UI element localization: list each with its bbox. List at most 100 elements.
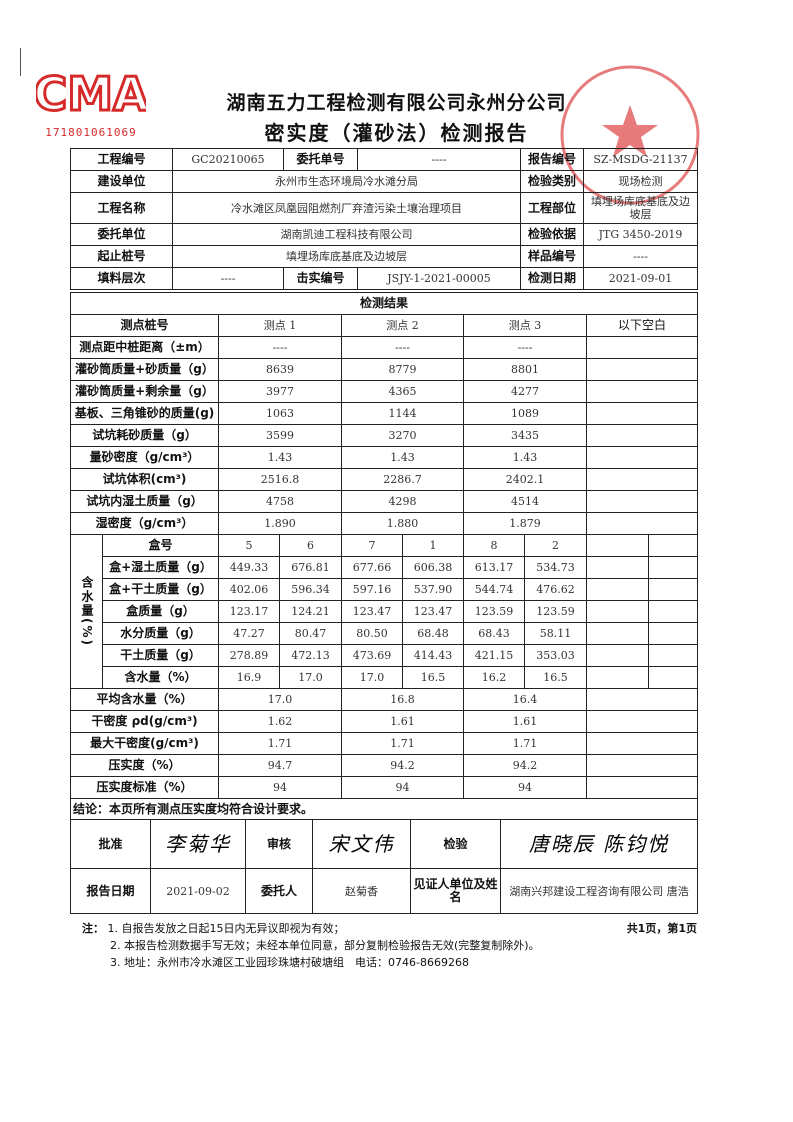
- row-label: 湿密度（g/cm³）: [70, 512, 219, 535]
- row-value: 94: [218, 776, 342, 799]
- row-value: 2: [524, 534, 587, 557]
- empty-cell: [585, 446, 699, 469]
- svg-text:CMA: CMA: [36, 67, 146, 121]
- builder-label: 建设单位: [70, 170, 173, 193]
- row-value: 123.17: [218, 600, 280, 623]
- row-value: 1089: [463, 402, 587, 425]
- compact-no: JSJY-1-2021-00005: [357, 267, 521, 290]
- row-value: 16.9: [218, 666, 280, 689]
- row-label: 试坑内湿土质量（g）: [70, 490, 219, 513]
- compact-no-label: 击实编号: [283, 267, 358, 290]
- row-value: 1144: [341, 402, 464, 425]
- data-row: 灌砂筒质量+砂质量（g） 8639 8779 8801: [70, 358, 699, 381]
- row-value: 1.71: [341, 732, 464, 755]
- row-value: 123.47: [402, 600, 464, 623]
- row-value: 2286.7: [341, 468, 464, 491]
- empty-cell: [647, 556, 699, 579]
- row-value: 402.06: [218, 578, 280, 601]
- report-date: 2021-09-02: [150, 868, 246, 914]
- empty-cell: [585, 512, 699, 535]
- svg-text:171801061069: 171801061069: [45, 126, 136, 139]
- row-value: 8779: [341, 358, 464, 381]
- empty-cell: [585, 358, 699, 381]
- row-value: 473.69: [341, 644, 403, 667]
- row-value: 68.43: [463, 622, 525, 645]
- row-label: 压实度标准（%）: [70, 776, 219, 799]
- moisture-label: 含水量(%): [70, 534, 103, 689]
- builder: 永州市生态环境局冷水滩分局: [172, 170, 521, 193]
- row-value: 353.03: [524, 644, 587, 667]
- row-value: 4758: [218, 490, 342, 513]
- row-value: 544.74: [463, 578, 525, 601]
- row-value: 2516.8: [218, 468, 342, 491]
- row-value: 80.47: [279, 622, 342, 645]
- test-date-label: 检测日期: [520, 267, 584, 290]
- moisture-row: 盒+干土质量（g） 402.06 596.34 597.16 537.90 544.74 4…: [71, 578, 699, 601]
- empty-cell: [586, 666, 649, 689]
- empty-cell: [585, 688, 699, 711]
- data-row: 湿密度（g/cm³） 1.890 1.880 1.879: [70, 512, 699, 535]
- row-value: 449.33: [218, 556, 280, 579]
- review-signature: 宋文伟: [312, 819, 411, 869]
- row-value: 1.879: [463, 512, 587, 535]
- row-value: 17.0: [279, 666, 342, 689]
- layer: ----: [172, 267, 284, 290]
- row-label: 干土质量（g）: [102, 644, 219, 667]
- signoff-table: 结论：本页所有测点压实度均符合设计要求。 批准 李菊华 审核 宋文伟 检验 唐晓…: [69, 799, 699, 914]
- row-value: 94.7: [218, 754, 342, 777]
- empty-cell: [647, 666, 699, 689]
- row-value: 68.48: [402, 622, 464, 645]
- results-title: 检测结果: [69, 292, 699, 315]
- row-value: 476.62: [524, 578, 587, 601]
- empty-cell: [585, 490, 699, 513]
- inspect-signature: 唐晓辰 陈钧悦: [499, 819, 699, 869]
- point-label: 测点桩号: [70, 314, 219, 337]
- station: 填埋场库底基底及边坡层: [172, 245, 521, 268]
- row-value: 47.27: [218, 622, 280, 645]
- empty-cell: [585, 732, 699, 755]
- row-value: 123.59: [524, 600, 587, 623]
- point-header: 测点 2: [341, 314, 464, 337]
- cma-logo: CMA 171801061069: [36, 66, 146, 140]
- project-part: 填埋场库底基底及边坡层: [583, 192, 698, 224]
- row-value: ----: [463, 336, 587, 359]
- point-header: 测点 3: [463, 314, 587, 337]
- row-label: 基板、三角锥砂的质量(g): [70, 402, 219, 425]
- footer-notes: 共1页，第1页 注： 1. 自报告发放之日起15日内无异议即视为有效； 2. 本…: [82, 920, 697, 971]
- empty-cell: [586, 534, 649, 557]
- client-person-label: 委托人: [245, 868, 313, 914]
- approve-label: 批准: [70, 819, 151, 869]
- note-1: 1. 自报告发放之日起15日内无异议即视为有效；: [107, 922, 345, 935]
- data-row: 灌砂筒质量+剩余量（g） 3977 4365 4277: [70, 380, 699, 403]
- row-value: 1.61: [463, 710, 587, 733]
- row-value: 2402.1: [463, 468, 587, 491]
- notes-label: 注：: [82, 922, 104, 935]
- margin-mark: [20, 48, 21, 76]
- row-label: 试坑耗砂质量（g）: [70, 424, 219, 447]
- row-value: 421.15: [463, 644, 525, 667]
- project-name-label: 工程名称: [70, 192, 173, 224]
- row-value: 80.50: [341, 622, 403, 645]
- row-value: 94: [341, 776, 464, 799]
- row-label: 盒质量（g）: [102, 600, 219, 623]
- avg-moisture-row: 平均含水量（%） 17.0 16.8 16.4: [70, 688, 699, 711]
- row-value: 94.2: [341, 754, 464, 777]
- sample-no: ----: [583, 245, 698, 268]
- empty-cell: [647, 534, 699, 557]
- row-value: 676.81: [279, 556, 342, 579]
- row-value: 537.90: [402, 578, 464, 601]
- row-value: 5: [218, 534, 280, 557]
- client: 湖南凯迪工程科技有限公司: [172, 223, 521, 246]
- moisture-row: 含水量(%) 盒号 5 6 7 1 8 2: [70, 534, 699, 689]
- row-label: 量砂密度（g/cm³）: [70, 446, 219, 469]
- row-value: 123.47: [341, 600, 403, 623]
- test-type: 现场检测: [583, 170, 698, 193]
- commission-no: ----: [357, 148, 521, 171]
- moisture-row: 干土质量（g） 278.89 472.13 473.69 414.43 421.15 353…: [71, 644, 699, 667]
- empty-cell: [586, 622, 649, 645]
- info-table: 工程编号 GC20210065 委托单号 ---- 报告编号 SZ-MSDG-2…: [70, 148, 698, 290]
- row-value: 606.38: [402, 556, 464, 579]
- client-person: 赵菊香: [312, 868, 411, 914]
- row-label: 压实度（%）: [70, 754, 219, 777]
- row-value: 1.880: [341, 512, 464, 535]
